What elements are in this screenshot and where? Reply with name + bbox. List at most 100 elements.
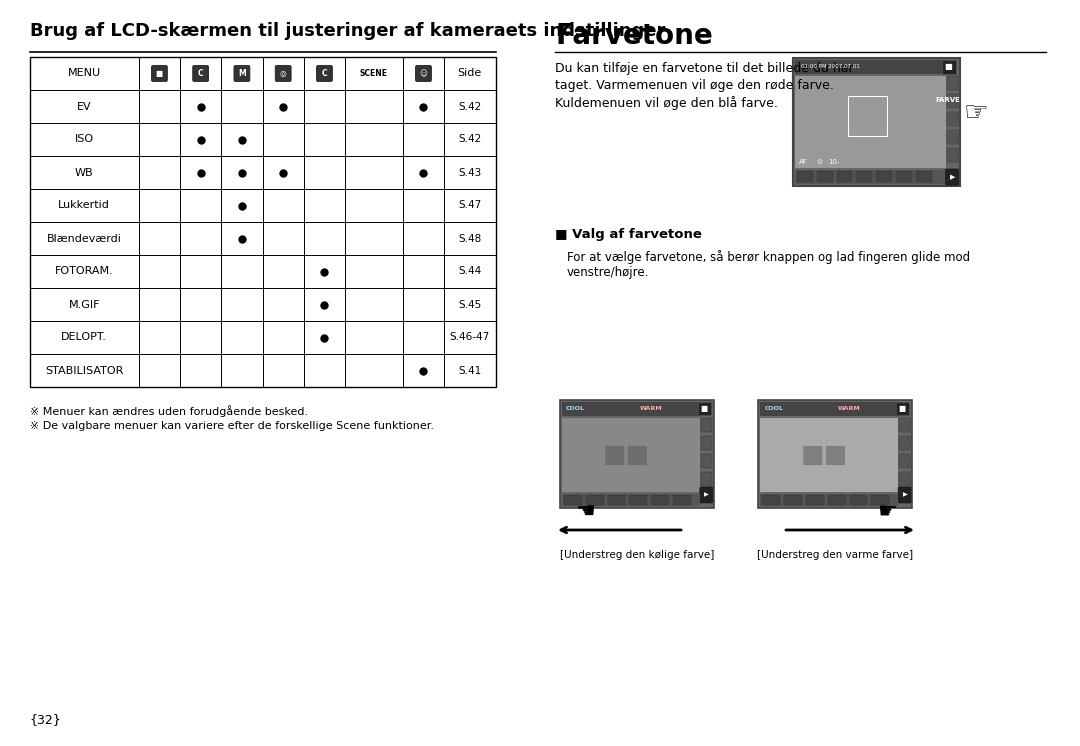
Text: S.46-47: S.46-47 <box>449 333 490 342</box>
Bar <box>762 495 780 505</box>
Bar <box>896 402 909 415</box>
Text: [Understreg den kølige farve]: [Understreg den kølige farve] <box>559 550 714 560</box>
Text: S.45: S.45 <box>458 299 482 310</box>
Text: FARVE: FARVE <box>935 97 960 103</box>
Text: WARM: WARM <box>838 407 861 412</box>
Bar <box>795 170 946 184</box>
Text: ※ De valgbare menuer kan variere efter de forskellige Scene funktioner.: ※ De valgbare menuer kan variere efter d… <box>30 421 434 431</box>
Text: ▶: ▶ <box>950 174 956 180</box>
Text: STABILISATOR: STABILISATOR <box>45 366 123 375</box>
Bar <box>899 418 910 432</box>
Text: ☺: ☺ <box>419 69 428 78</box>
Text: Blændeværdi: Blændeværdi <box>46 233 122 243</box>
Bar <box>947 94 958 108</box>
Text: Farvetone: Farvetone <box>555 22 713 50</box>
Bar <box>760 402 899 416</box>
Text: [Understreg den varme farve]: [Understreg den varme farve] <box>757 550 914 560</box>
Text: ■■: ■■ <box>603 443 650 467</box>
Text: venstre/højre.: venstre/højre. <box>567 266 649 279</box>
FancyBboxPatch shape <box>700 487 713 503</box>
Text: ■■: ■■ <box>801 443 849 467</box>
Text: COOL: COOL <box>765 407 783 412</box>
Bar <box>561 400 714 508</box>
Bar <box>916 171 932 182</box>
Bar <box>899 472 910 486</box>
Text: M: M <box>238 69 246 78</box>
Text: M.GIF: M.GIF <box>68 299 100 310</box>
Bar <box>850 495 867 505</box>
Bar <box>585 495 604 505</box>
Text: {32}: {32} <box>30 713 62 726</box>
Bar <box>827 495 846 505</box>
Text: ■: ■ <box>899 404 906 413</box>
Text: 01:00 PM 2007.07.01: 01:00 PM 2007.07.01 <box>801 64 860 69</box>
Text: C: C <box>322 69 327 78</box>
Text: WB: WB <box>75 168 94 178</box>
Text: ☚: ☚ <box>575 502 595 522</box>
Bar <box>837 171 852 182</box>
Text: DELOPT.: DELOPT. <box>62 333 107 342</box>
Text: EV: EV <box>77 101 92 111</box>
Bar <box>760 418 899 492</box>
Bar <box>562 494 700 506</box>
FancyBboxPatch shape <box>192 66 208 81</box>
Bar <box>856 171 873 182</box>
Bar <box>630 495 647 505</box>
Text: taget. Varmemenuen vil øge den røde farve.: taget. Varmemenuen vil øge den røde farv… <box>555 79 834 92</box>
Text: 10-: 10- <box>828 159 840 165</box>
Bar <box>899 436 910 450</box>
Bar <box>673 495 691 505</box>
Bar <box>701 418 712 432</box>
Bar <box>876 171 892 182</box>
Bar <box>899 454 910 468</box>
Text: AF: AF <box>799 159 808 165</box>
Text: MENU: MENU <box>68 69 100 78</box>
Bar <box>872 495 889 505</box>
Text: COOL: COOL <box>566 407 585 412</box>
Text: S.42: S.42 <box>458 101 482 111</box>
Text: FOTORAM.: FOTORAM. <box>55 266 113 277</box>
Bar <box>793 58 959 186</box>
Bar <box>795 76 946 168</box>
Text: For at vælge farvetone, så berør knappen og lad fingeren glide mod: For at vælge farvetone, så berør knappen… <box>567 250 970 264</box>
Bar <box>947 76 958 90</box>
Bar <box>942 60 956 74</box>
Bar <box>896 171 912 182</box>
Bar <box>947 148 958 162</box>
Text: ▶: ▶ <box>903 492 907 498</box>
Text: S.44: S.44 <box>458 266 482 277</box>
Text: ISO: ISO <box>75 134 94 145</box>
Text: Brug af LCD-skærmen til justeringer af kameraets indstillinger: Brug af LCD-skærmen til justeringer af k… <box>30 22 665 40</box>
Bar <box>608 495 625 505</box>
Bar <box>651 495 670 505</box>
FancyBboxPatch shape <box>899 487 912 503</box>
Text: ※ Menuer kan ændres uden forudgående besked.: ※ Menuer kan ændres uden forudgående bes… <box>30 405 308 417</box>
Text: Kuldemenuen vil øge den blå farve.: Kuldemenuen vil øge den blå farve. <box>555 96 778 110</box>
Text: Lukkertid: Lukkertid <box>58 201 110 210</box>
Bar <box>806 495 824 505</box>
Bar <box>564 495 582 505</box>
Text: ☞: ☞ <box>963 99 988 127</box>
FancyBboxPatch shape <box>316 66 333 81</box>
Text: S.42: S.42 <box>458 134 482 145</box>
Bar <box>698 402 711 415</box>
Text: ■: ■ <box>156 69 163 78</box>
Text: S.41: S.41 <box>458 366 482 375</box>
Bar <box>816 171 833 182</box>
Text: ☛: ☛ <box>877 502 897 522</box>
Text: C: C <box>198 69 203 78</box>
FancyBboxPatch shape <box>946 169 959 185</box>
Bar <box>701 472 712 486</box>
Bar <box>30 57 496 387</box>
Bar <box>701 436 712 450</box>
FancyBboxPatch shape <box>151 66 167 81</box>
Bar <box>758 400 912 508</box>
Bar <box>562 402 700 416</box>
Text: Du kan tilføje en farvetone til det billede du har: Du kan tilføje en farvetone til det bill… <box>555 62 853 75</box>
FancyBboxPatch shape <box>275 66 292 81</box>
Bar <box>701 454 712 468</box>
Bar <box>795 60 946 74</box>
Text: ◎: ◎ <box>280 69 286 78</box>
Text: Side: Side <box>458 69 482 78</box>
FancyBboxPatch shape <box>416 66 431 81</box>
